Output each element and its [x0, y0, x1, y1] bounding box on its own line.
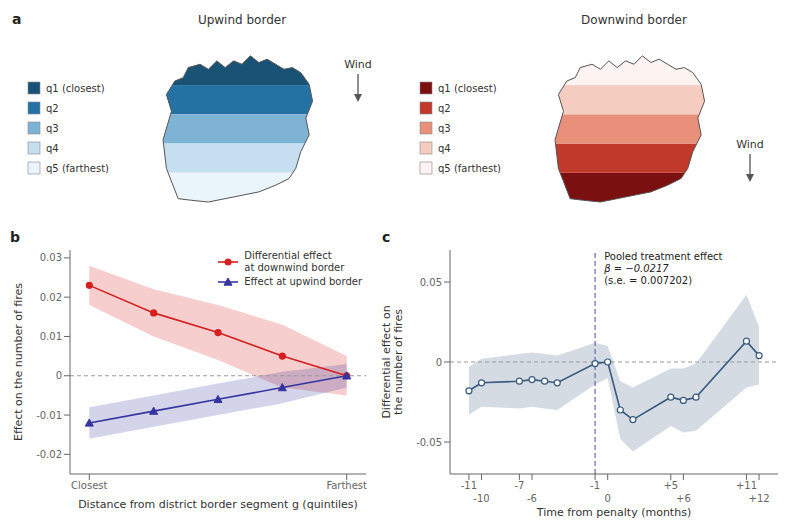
- svg-text:0.02: 0.02: [40, 292, 62, 303]
- svg-text:q3: q3: [438, 123, 451, 134]
- svg-text:Pooled treatment effect: Pooled treatment effect: [604, 251, 722, 262]
- svg-text:Farthest: Farthest: [326, 480, 367, 491]
- svg-text:q1 (closest): q1 (closest): [438, 83, 497, 94]
- svg-text:+6: +6: [676, 493, 691, 504]
- svg-text:q4: q4: [46, 143, 59, 154]
- svg-text:-11: -11: [461, 480, 477, 491]
- svg-text:Wind: Wind: [736, 138, 764, 151]
- html-text:Effect at upwind border: Effect at upwind border: [244, 276, 362, 287]
- svg-text:-0.01: -0.01: [36, 410, 62, 421]
- svg-text:0.01: 0.01: [40, 331, 62, 342]
- svg-text:q5 (farthest): q5 (farthest): [438, 163, 501, 174]
- svg-text:+12: +12: [749, 493, 770, 504]
- svg-text:Wind: Wind: [344, 58, 372, 71]
- svg-text:q4: q4: [438, 143, 451, 154]
- svg-text:Distance from district border: Distance from district border segment g …: [78, 498, 358, 511]
- svg-text:q2: q2: [46, 103, 59, 114]
- svg-text:a: a: [12, 11, 21, 27]
- svg-text:q2: q2: [438, 103, 451, 114]
- svg-text:(s.e. = 0.007202): (s.e. = 0.007202): [604, 275, 692, 286]
- svg-text:-1: -1: [590, 480, 600, 491]
- svg-text:-0.02: -0.02: [36, 449, 62, 460]
- svg-text:q3: q3: [46, 123, 59, 134]
- svg-text:-6: -6: [527, 493, 537, 504]
- svg-text:Closest: Closest: [71, 480, 107, 491]
- svg-text:Differential effect onthe numb: Differential effect onthe number of fire…: [380, 305, 405, 418]
- svg-text:0.03: 0.03: [40, 252, 62, 263]
- svg-text:0: 0: [605, 493, 611, 504]
- svg-text:0: 0: [56, 370, 62, 381]
- svg-text:-0.05: -0.05: [416, 437, 442, 448]
- svg-text:q5 (farthest): q5 (farthest): [46, 163, 109, 174]
- svg-text:Upwind border: Upwind border: [198, 13, 286, 27]
- svg-text:-10: -10: [473, 493, 489, 504]
- svg-text:0: 0: [436, 357, 442, 368]
- svg-text:c: c: [382, 229, 390, 245]
- svg-text:0.05: 0.05: [420, 277, 442, 288]
- svg-text:Time from penalty (months): Time from penalty (months): [536, 506, 691, 519]
- svg-text:+5: +5: [663, 480, 678, 491]
- svg-text:b: b: [10, 229, 20, 245]
- svg-text:+11: +11: [736, 480, 757, 491]
- svg-text:Downwind border: Downwind border: [581, 13, 687, 27]
- svg-text:q1 (closest): q1 (closest): [46, 83, 105, 94]
- svg-text:-7: -7: [514, 480, 524, 491]
- html-text:Differential effect at downwin: Differential effect at downwind border: [244, 250, 345, 273]
- svg-text:Effect on the number of fires: Effect on the number of fires: [12, 283, 25, 441]
- svg-text:β = −0.0217: β = −0.0217: [603, 263, 669, 274]
